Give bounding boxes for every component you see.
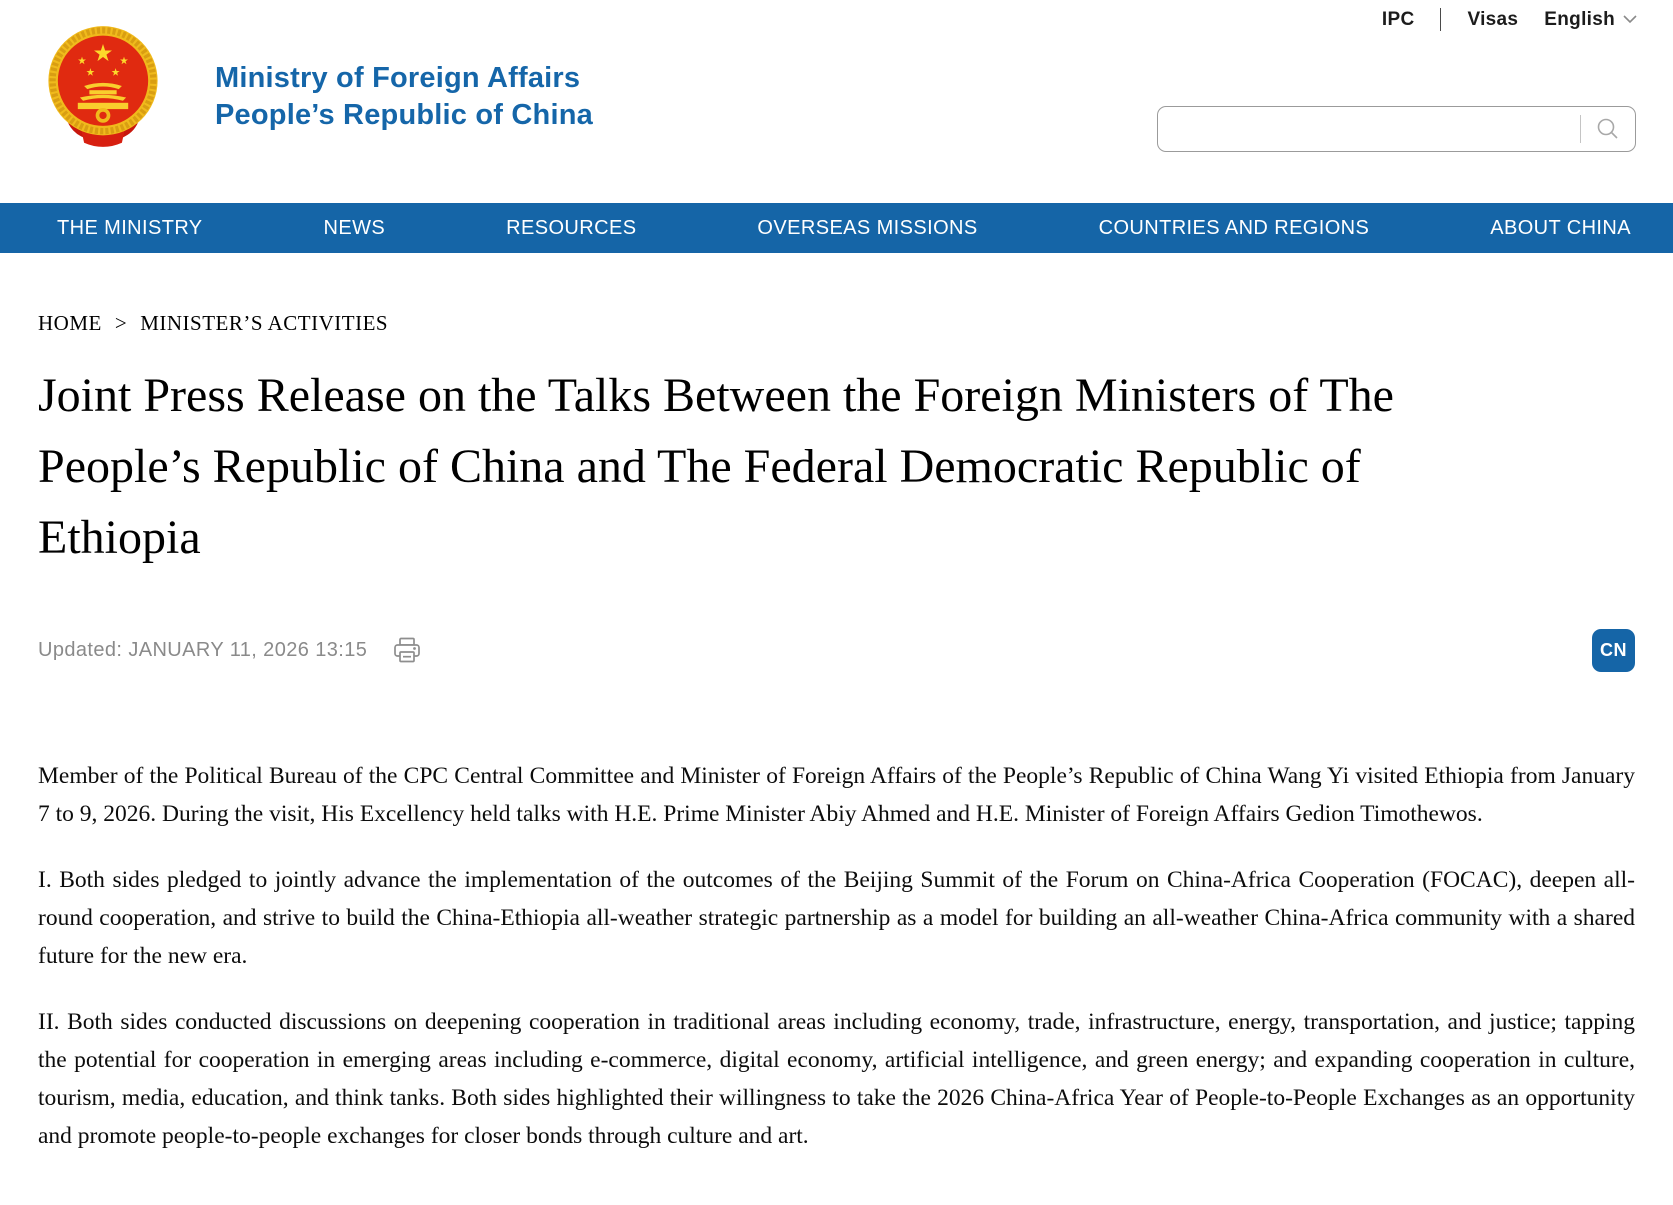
nav-item-news[interactable]: NEWS: [323, 216, 386, 239]
article-meta: Updated: JANUARY 11, 2026 13:15 CN: [38, 629, 1635, 672]
nav-item-overseas-missions[interactable]: OVERSEAS MISSIONS: [757, 216, 978, 239]
national-emblem-icon: [48, 26, 158, 147]
breadcrumb-home-link[interactable]: HOME: [38, 311, 102, 335]
article-body: Member of the Political Bureau of the CP…: [38, 757, 1635, 1155]
main-content: HOME > MINISTER’S ACTIVITIES Joint Press…: [0, 311, 1673, 1155]
search-form: [1157, 106, 1636, 152]
national-emblem-logo[interactable]: [40, 22, 166, 150]
top-utility-bar: IPC Visas English: [1382, 8, 1637, 31]
language-selector[interactable]: English: [1544, 9, 1637, 31]
link-visas[interactable]: Visas: [1467, 8, 1519, 30]
breadcrumb-current-link[interactable]: MINISTER’S ACTIVITIES: [140, 311, 389, 335]
brand-line-2: People’s Republic of China: [215, 99, 593, 131]
link-ipc[interactable]: IPC: [1381, 8, 1415, 30]
utility-divider: [1440, 8, 1442, 31]
search-button[interactable]: [1581, 107, 1635, 151]
page-title: Joint Press Release on the Talks Between…: [38, 369, 1394, 564]
language-badge-cn[interactable]: CN: [1592, 629, 1635, 672]
article-paragraph: I. Both sides pledged to jointly advance…: [38, 867, 1635, 969]
search-icon: [1597, 118, 1618, 139]
nav-item-resources[interactable]: RESOURCES: [506, 216, 637, 239]
chevron-down-icon: [1623, 15, 1637, 24]
updated-timestamp: Updated: JANUARY 11, 2026 13:15: [38, 639, 368, 661]
nav-item-about-china[interactable]: ABOUT CHINA: [1490, 216, 1631, 239]
article-paragraph: Member of the Political Bureau of the CP…: [38, 763, 1635, 827]
nav-item-countries-and-regions[interactable]: COUNTRIES AND REGIONS: [1098, 216, 1370, 239]
article-meta-left: Updated: JANUARY 11, 2026 13:15: [38, 636, 423, 666]
search-divider: [1580, 115, 1581, 143]
brand-line-1: Ministry of Foreign Affairs: [215, 62, 581, 94]
nav-item-the-ministry[interactable]: THE MINISTRY: [57, 216, 203, 239]
article-paragraph: II. Both sides conducted discussions on …: [38, 1009, 1635, 1149]
print-button[interactable]: [391, 636, 423, 666]
breadcrumb: HOME > MINISTER’S ACTIVITIES: [38, 311, 1635, 336]
printer-icon: [394, 637, 421, 662]
brand-title: Ministry of Foreign Affairs People’s Rep…: [215, 60, 593, 134]
search-input[interactable]: [1158, 107, 1580, 151]
site-header: IPC Visas English Min: [0, 0, 1673, 203]
breadcrumb-separator: >: [114, 311, 128, 335]
main-nav: THE MINISTRY NEWS RESOURCES OVERSEAS MIS…: [0, 203, 1673, 253]
language-selector-label: English: [1544, 8, 1615, 30]
